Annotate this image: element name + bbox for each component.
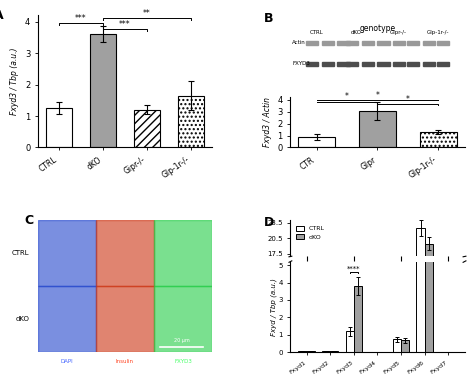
Bar xyxy=(330,351,338,352)
Bar xyxy=(437,41,449,45)
Text: FXYD3: FXYD3 xyxy=(174,359,192,364)
Text: *: * xyxy=(375,90,379,100)
Bar xyxy=(337,41,350,45)
Bar xyxy=(377,41,390,45)
Bar xyxy=(306,62,318,66)
Bar xyxy=(393,341,401,345)
Bar xyxy=(346,331,354,352)
Bar xyxy=(298,137,335,147)
Text: dKO: dKO xyxy=(351,30,362,35)
Text: ****: **** xyxy=(347,266,361,272)
Text: genotype: genotype xyxy=(359,25,395,33)
Text: Insulin: Insulin xyxy=(116,359,134,364)
Text: Actin: Actin xyxy=(292,40,306,45)
Bar xyxy=(346,62,358,66)
Y-axis label: Fxyd3 / Tbp (a.u.): Fxyd3 / Tbp (a.u.) xyxy=(10,47,19,115)
Text: B: B xyxy=(264,12,274,25)
Bar xyxy=(420,132,456,147)
Legend: CTRL, dKO: CTRL, dKO xyxy=(293,223,327,242)
Bar xyxy=(417,228,425,345)
Bar xyxy=(346,41,358,45)
Text: ***: *** xyxy=(119,20,131,29)
Bar xyxy=(178,96,204,147)
Bar xyxy=(393,339,401,352)
Text: Glp-1r-/-: Glp-1r-/- xyxy=(427,30,450,35)
Bar xyxy=(322,41,334,45)
Text: DAPI: DAPI xyxy=(61,359,73,364)
Bar xyxy=(362,62,374,66)
Bar xyxy=(377,62,390,66)
Text: A: A xyxy=(0,9,4,22)
Text: Gipr-/-: Gipr-/- xyxy=(390,30,407,35)
Text: **: ** xyxy=(143,9,151,18)
Text: CTRL: CTRL xyxy=(310,30,323,35)
Text: ***: *** xyxy=(75,13,87,23)
Bar xyxy=(359,111,396,147)
Bar xyxy=(407,41,419,45)
Bar xyxy=(337,62,350,66)
Text: FXYD3: FXYD3 xyxy=(292,61,310,66)
Bar xyxy=(423,62,435,66)
Bar xyxy=(306,41,318,45)
Text: C: C xyxy=(24,214,33,227)
Bar xyxy=(425,244,433,345)
Bar xyxy=(425,12,433,352)
Bar xyxy=(354,325,362,345)
Bar xyxy=(393,41,405,45)
Y-axis label: Fxyd3 / Actin: Fxyd3 / Actin xyxy=(263,97,272,147)
Bar xyxy=(401,340,410,352)
Y-axis label: Fxyd / Tbp (a.u.): Fxyd / Tbp (a.u.) xyxy=(270,278,277,336)
Bar xyxy=(307,351,315,352)
Bar xyxy=(134,110,160,147)
Bar xyxy=(407,62,419,66)
Text: dKO: dKO xyxy=(15,316,29,322)
Bar xyxy=(354,286,362,352)
Text: D: D xyxy=(264,216,274,229)
X-axis label: gene: gene xyxy=(367,381,388,383)
Bar xyxy=(90,34,116,147)
Bar xyxy=(330,344,338,345)
Bar xyxy=(437,62,449,66)
Bar xyxy=(362,41,374,45)
Bar xyxy=(423,41,435,45)
Bar xyxy=(401,341,410,345)
Text: *: * xyxy=(406,95,410,104)
Text: *: * xyxy=(345,92,349,101)
Bar xyxy=(322,351,330,352)
Text: 20 μm: 20 μm xyxy=(173,338,190,343)
Bar xyxy=(346,339,354,345)
Bar xyxy=(417,0,425,352)
Bar xyxy=(393,62,405,66)
Bar xyxy=(46,108,72,147)
Text: CTRL: CTRL xyxy=(11,250,29,256)
Bar xyxy=(322,62,334,66)
